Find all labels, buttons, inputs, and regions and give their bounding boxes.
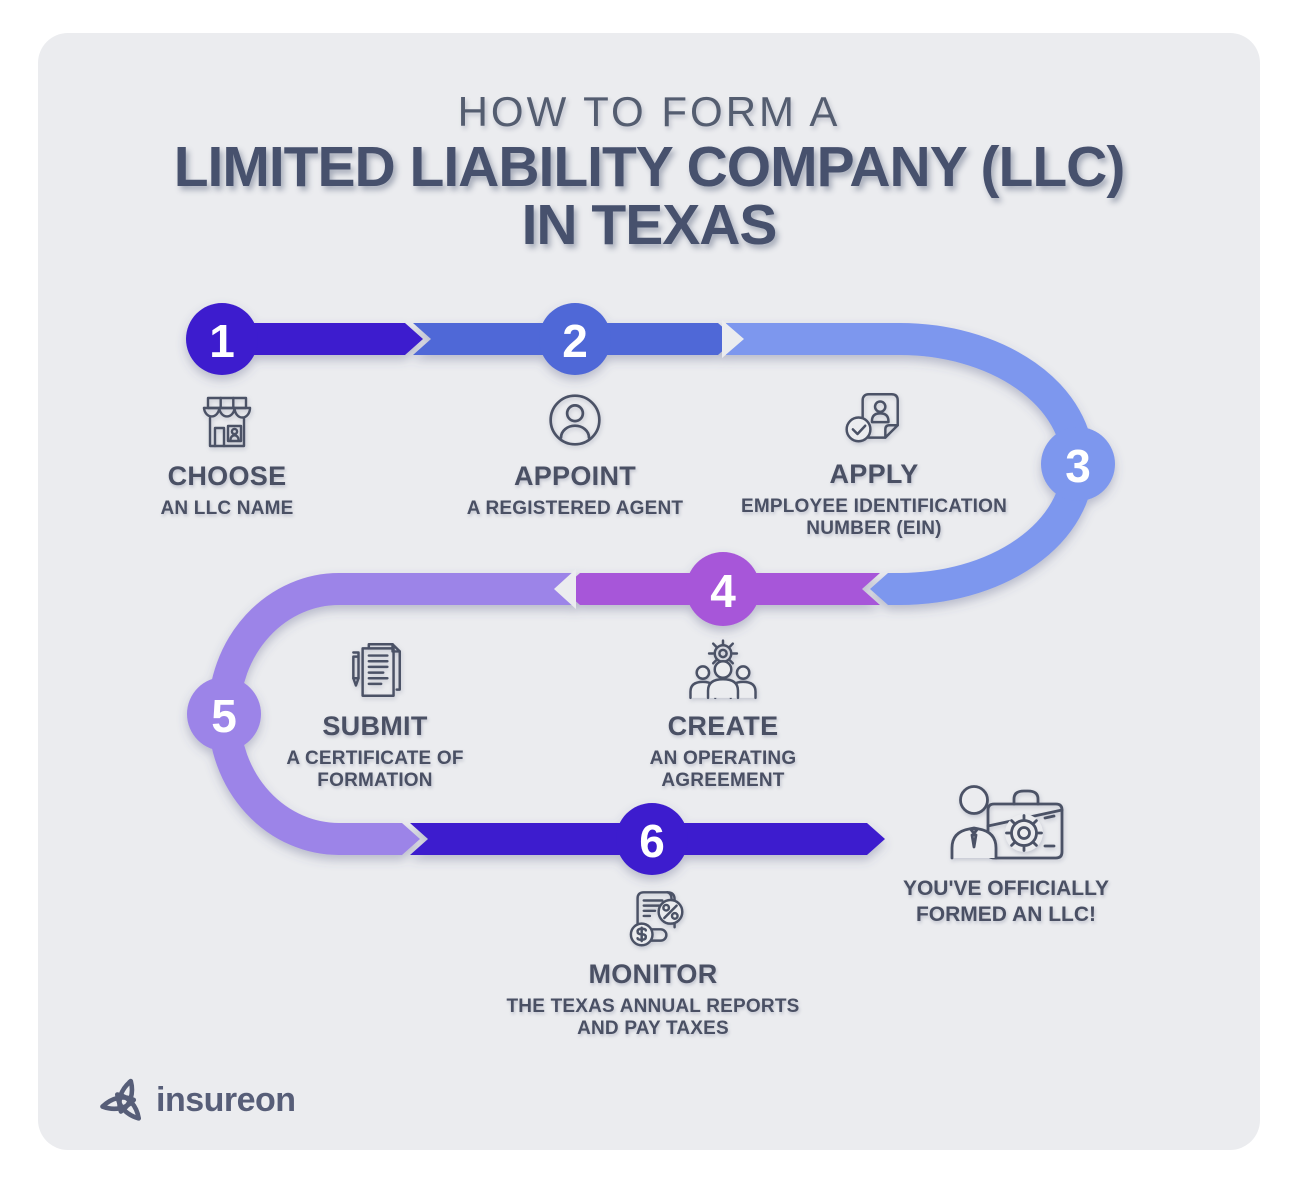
step-3-number: 3 bbox=[1065, 440, 1091, 492]
chevron-gap bbox=[722, 320, 744, 358]
tax-report-icon bbox=[616, 884, 690, 952]
step-title: MONITOR bbox=[588, 959, 718, 989]
step-subtitle: EMPLOYEE IDENTIFICATION NUMBER (EIN) bbox=[740, 496, 1008, 540]
step-subtitle: AN OPERATING AGREEMENT bbox=[649, 748, 797, 792]
step-title: CHOOSE bbox=[167, 461, 287, 491]
step-1-block: CHOOSE AN LLC NAME bbox=[87, 386, 367, 520]
step-5-block: SUBMIT A CERTIFICATE OF FORMATION bbox=[270, 636, 480, 793]
insureon-knot-icon bbox=[100, 1076, 148, 1124]
step-1-number-circle bbox=[186, 303, 258, 375]
curve-5-arrow-tip bbox=[402, 823, 420, 855]
step-4-number-circle bbox=[686, 552, 760, 626]
ein-document-check-icon bbox=[841, 384, 907, 452]
step-2-block: APPOINT A REGISTERED AGENT bbox=[425, 386, 725, 520]
step-5-number: 5 bbox=[211, 690, 237, 742]
step-2-number: 2 bbox=[562, 315, 588, 367]
step-subtitle: A CERTIFICATE OF FORMATION bbox=[286, 748, 464, 792]
step-4-block: CREATE AN OPERATING AGREEMENT bbox=[618, 636, 828, 793]
team-gear-icon bbox=[685, 636, 761, 704]
step-3-number-circle bbox=[1041, 427, 1115, 501]
step-title: SUBMIT bbox=[322, 711, 428, 741]
curve-3-arrow-tip bbox=[870, 573, 888, 605]
step-subtitle: AN LLC NAME bbox=[160, 498, 294, 519]
step-title: APPOINT bbox=[513, 461, 637, 491]
brand-logo: insureon bbox=[100, 1076, 296, 1124]
step-3-block: APPLY EMPLOYEE IDENTIFICATION NUMBER (EI… bbox=[714, 384, 1034, 541]
businessman-briefcase-gear-icon bbox=[940, 776, 1072, 868]
step-subtitle: THE TEXAS ANNUAL REPORTS AND PAY TAXES bbox=[506, 996, 800, 1040]
certificate-pen-icon bbox=[342, 636, 408, 704]
step-subtitle: A REGISTERED AGENT bbox=[466, 498, 684, 519]
storefront-icon bbox=[195, 386, 259, 454]
page-title: LIMITED LIABILITY COMPANY (LLC) bbox=[173, 135, 1126, 199]
step-6-block: MONITOR THE TEXAS ANNUAL REPORTS AND PAY… bbox=[503, 884, 803, 1041]
step-1-number: 1 bbox=[209, 315, 235, 367]
finale-block: YOU'VE OFFICIALLY FORMED AN LLC! bbox=[876, 776, 1136, 929]
path-bar-step-1 bbox=[222, 323, 423, 355]
step-6-number: 6 bbox=[639, 815, 665, 867]
step-title: CREATE bbox=[667, 711, 779, 741]
chevron-gap bbox=[554, 569, 576, 609]
step-2-number-circle bbox=[539, 303, 611, 375]
step-6-number-circle bbox=[616, 803, 688, 875]
finale-message: YOU'VE OFFICIALLY FORMED AN LLC! bbox=[902, 877, 1110, 927]
step-title: APPLY bbox=[829, 459, 919, 489]
brand-name: insureon bbox=[156, 1080, 296, 1119]
step-5-number-circle bbox=[187, 677, 261, 751]
registered-agent-person-icon bbox=[546, 386, 604, 454]
step-4-number: 4 bbox=[710, 565, 736, 617]
page-title-line2: IN TEXAS bbox=[521, 193, 778, 257]
header-kicker: HOW TO FORM A bbox=[457, 88, 841, 135]
